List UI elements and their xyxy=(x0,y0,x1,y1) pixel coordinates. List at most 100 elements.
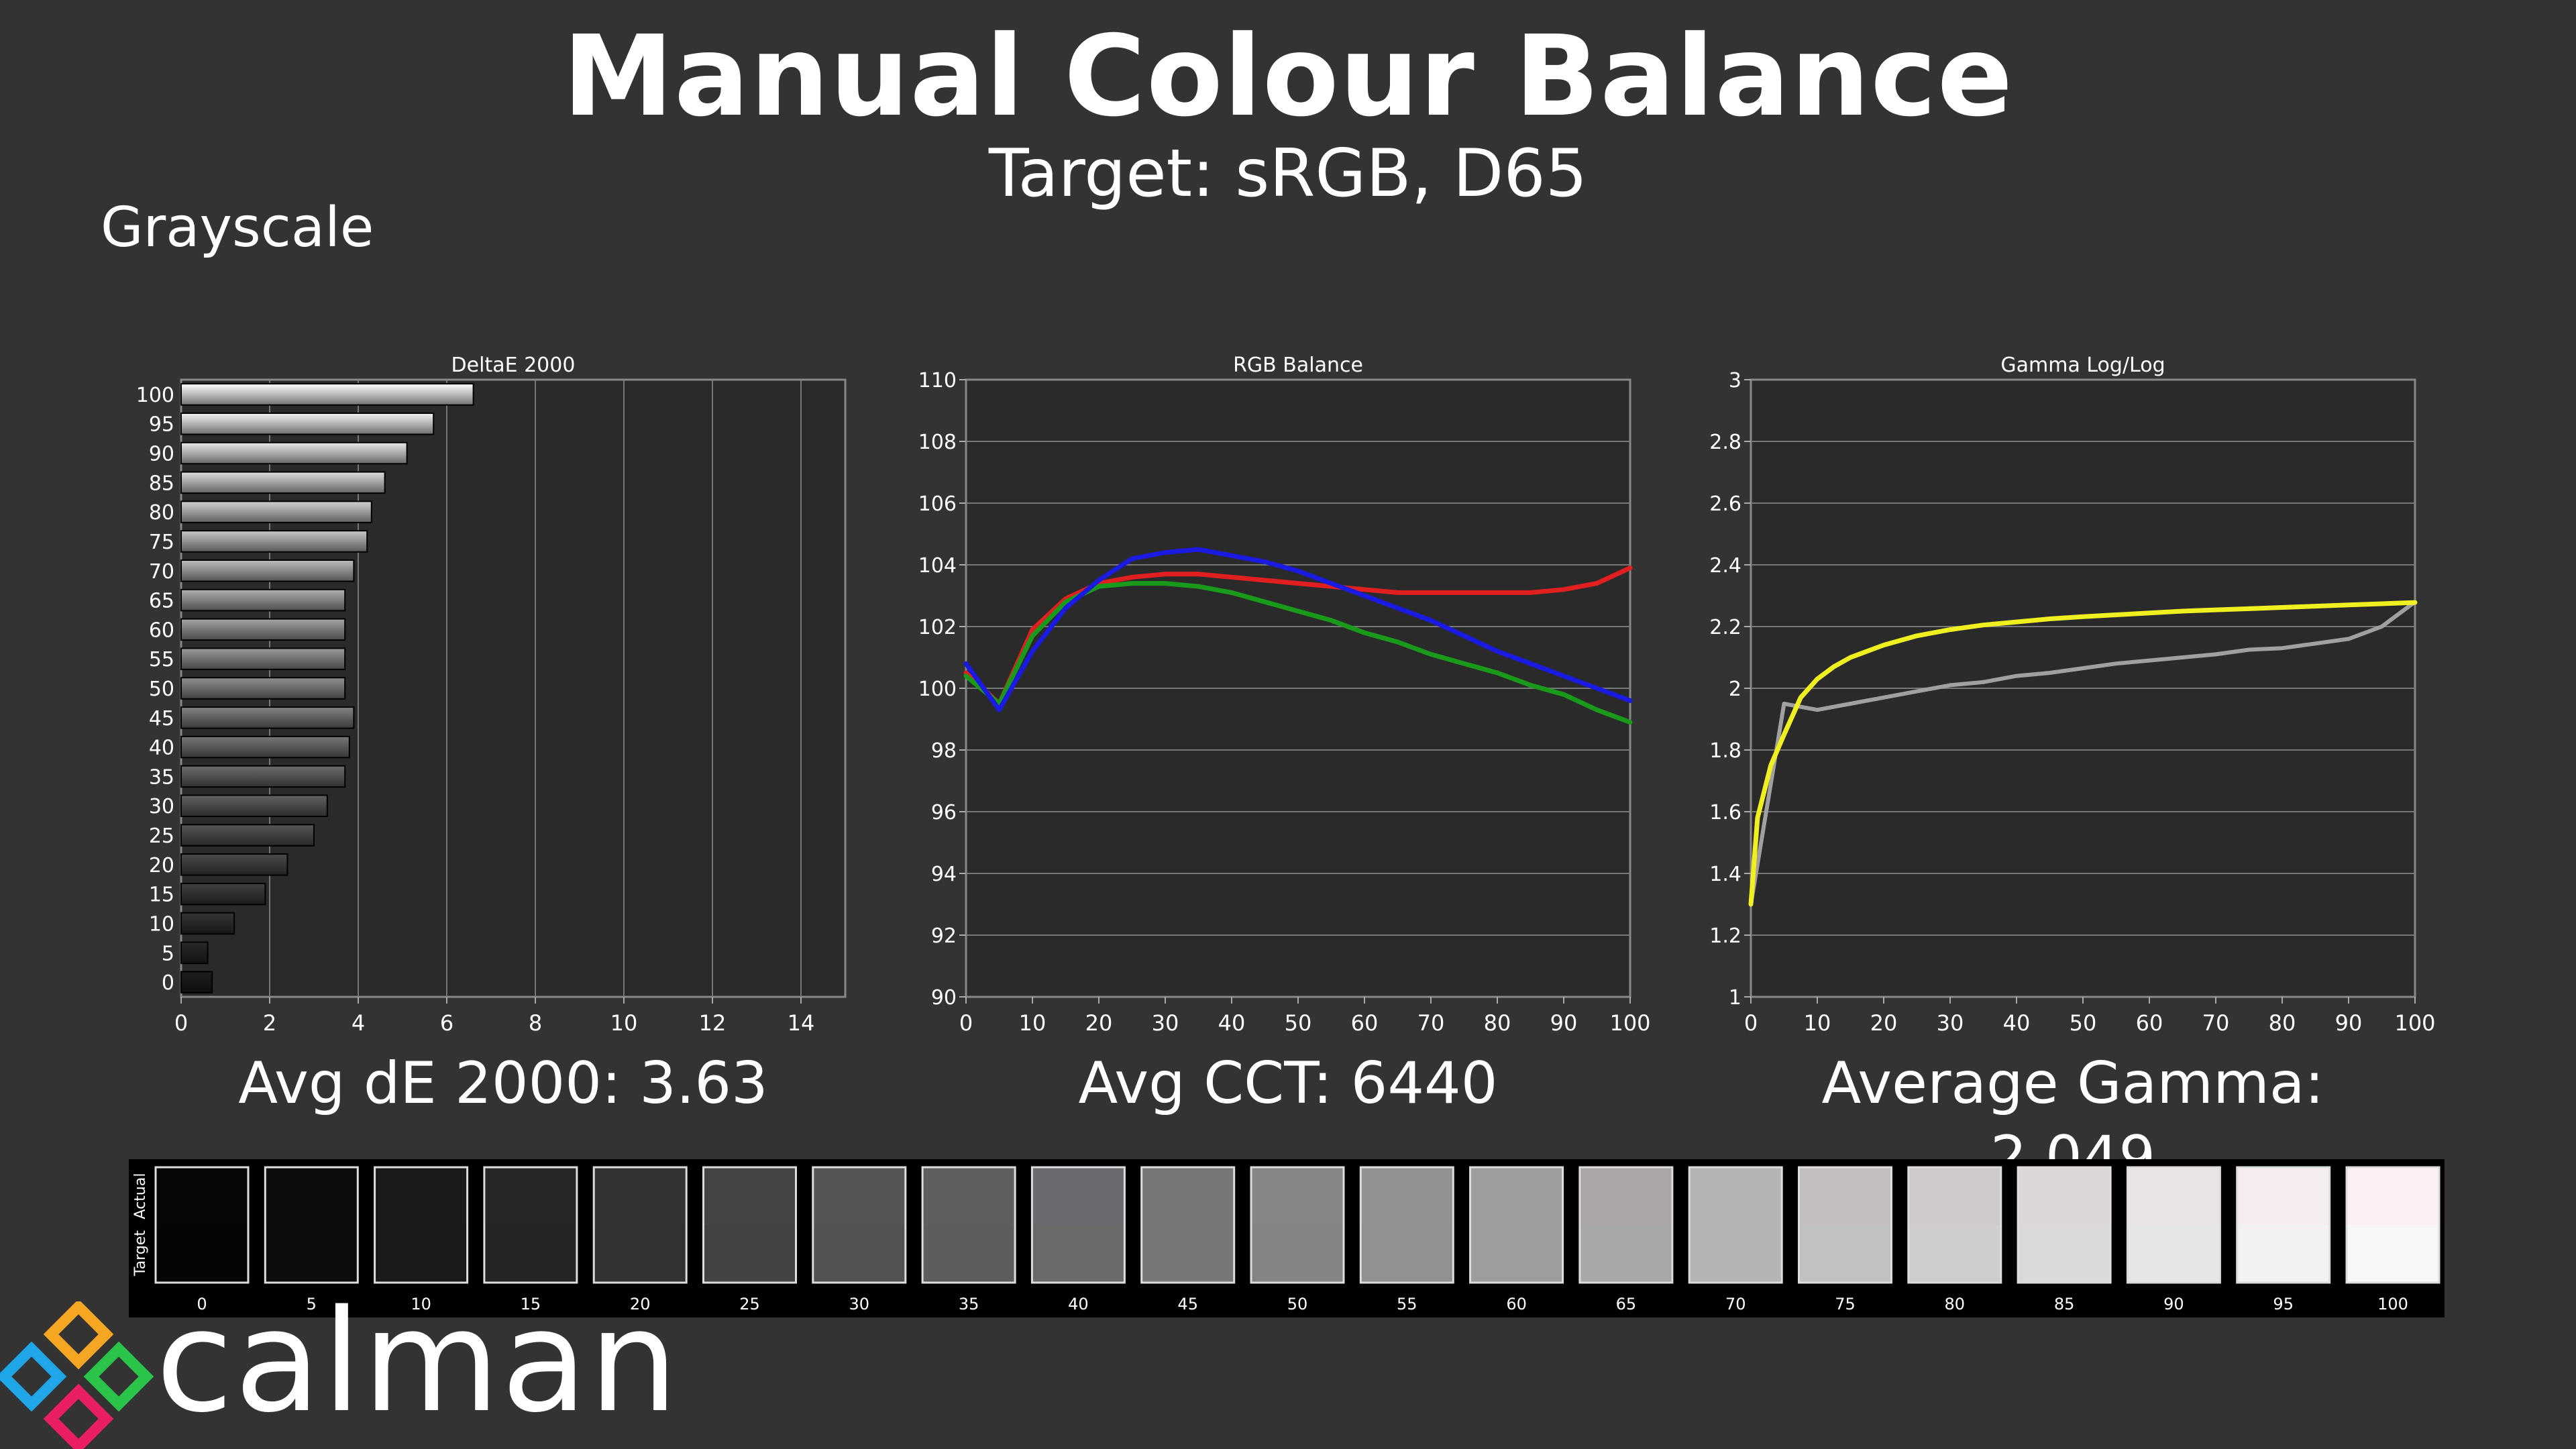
gamma-y-tick-label: 1.4 xyxy=(1709,863,1741,886)
swatch-label: 25 xyxy=(739,1295,760,1313)
swatch-target xyxy=(1142,1225,1234,1283)
swatch-actual xyxy=(1689,1167,1782,1225)
delta-e-chart: DeltaE 2000 0 2 4 6 8 10 12 14 100 95 90 85 80 75 70 65 6… xyxy=(94,342,859,1046)
delta-e-y-tick-label: 50 xyxy=(149,678,174,701)
swatch-actual xyxy=(594,1167,686,1225)
swatch-target xyxy=(1799,1225,1892,1283)
gamma-y-tick-label: 1.6 xyxy=(1709,801,1741,824)
rgb-balance-x-tick-label: 20 xyxy=(1085,1010,1113,1036)
avg-de-label: Avg dE 2000: 3.63 xyxy=(168,1046,839,1120)
delta-e-y-tick-label: 70 xyxy=(149,560,174,584)
rgb-balance-y-tick-label: 94 xyxy=(931,863,957,886)
swatch-actual xyxy=(1580,1167,1672,1225)
swatch-target xyxy=(813,1225,906,1283)
rgb-balance-x-tick-label: 90 xyxy=(1550,1010,1578,1036)
delta-e-bar xyxy=(181,443,407,464)
delta-e-bar xyxy=(181,560,354,582)
delta-e-bar xyxy=(181,707,354,729)
swatch-label: 85 xyxy=(2054,1295,2075,1313)
delta-e-bar xyxy=(181,913,234,934)
rgb-balance-y-tick-label: 104 xyxy=(918,554,957,578)
swatch-actual-label: Actual xyxy=(132,1173,149,1220)
delta-e-y-tick-label: 40 xyxy=(149,737,174,760)
delta-e-bar xyxy=(181,501,372,523)
gamma-y-tick-label: 2.6 xyxy=(1709,492,1741,516)
gamma-x-tick-label: 0 xyxy=(1744,1010,1758,1036)
swatch-actual xyxy=(1470,1167,1563,1225)
swatch-target xyxy=(1470,1225,1563,1283)
delta-e-x-tick-label: 0 xyxy=(174,1010,188,1036)
logo-diamond-right-icon xyxy=(91,1349,146,1404)
delta-e-y-tick-label: 35 xyxy=(149,765,174,789)
rgb-balance-y-tick-label: 102 xyxy=(918,616,957,639)
swatch-label: 100 xyxy=(2377,1295,2408,1313)
delta-e-y-tick-label: 65 xyxy=(149,590,174,613)
swatch-label: 70 xyxy=(1725,1295,1746,1313)
rgb-balance-y-tick-label: 96 xyxy=(931,801,957,824)
delta-e-bar xyxy=(181,854,287,875)
swatch-target xyxy=(1032,1225,1124,1283)
delta-e-y-tick-label: 30 xyxy=(149,795,174,818)
rgb-balance-x-tick-label: 0 xyxy=(959,1010,973,1036)
swatch-label: 65 xyxy=(1616,1295,1637,1313)
gamma-x-tick-label: 100 xyxy=(2394,1010,2435,1036)
delta-e-y-tick-label: 85 xyxy=(149,472,174,495)
gamma-x-tick-label: 20 xyxy=(1870,1010,1898,1036)
gamma-x-tick-label: 90 xyxy=(2335,1010,2363,1036)
swatch-actual xyxy=(1799,1167,1892,1225)
delta-e-y-tick-label: 10 xyxy=(149,912,174,936)
delta-e-bar xyxy=(181,648,345,669)
delta-e-y-tick-label: 80 xyxy=(149,501,174,525)
rgb-balance-y-tick-label: 90 xyxy=(931,986,957,1010)
gamma-x-tick-label: 10 xyxy=(1804,1010,1831,1036)
calman-logo-text: calman xyxy=(156,1275,680,1449)
gamma-x-tick-label: 60 xyxy=(2136,1010,2163,1036)
delta-e-x-tick-label: 14 xyxy=(788,1010,815,1036)
swatch-actual xyxy=(704,1167,796,1225)
swatch-label: 55 xyxy=(1397,1295,1417,1313)
delta-e-bar xyxy=(181,971,212,993)
swatch-actual xyxy=(2347,1167,2439,1225)
delta-e-x-tick-label: 8 xyxy=(529,1010,542,1036)
rgb-balance-y-tick-label: 98 xyxy=(931,739,957,763)
delta-e-bar xyxy=(181,678,345,699)
logo-diamond-top-icon xyxy=(51,1307,106,1362)
rgb-balance-y-tick-label: 110 xyxy=(918,369,957,392)
swatch-target xyxy=(1251,1225,1344,1283)
swatch-label: 75 xyxy=(1835,1295,1856,1313)
swatch-target xyxy=(2018,1225,2110,1283)
delta-e-bar xyxy=(181,413,433,435)
delta-e-x-tick-label: 4 xyxy=(352,1010,365,1036)
swatch-actual xyxy=(813,1167,906,1225)
swatch-actual xyxy=(1360,1167,1453,1225)
swatch-label: 40 xyxy=(1068,1295,1089,1313)
swatch-label: 90 xyxy=(2163,1295,2184,1313)
delta-e-x-tick-label: 6 xyxy=(440,1010,453,1036)
delta-e-y-tick-label: 55 xyxy=(149,648,174,672)
swatch-actual xyxy=(1032,1167,1124,1225)
swatch-target xyxy=(1360,1225,1453,1283)
section-title: Grayscale xyxy=(101,195,374,262)
swatch-label: 80 xyxy=(1945,1295,1966,1313)
gamma-x-tick-label: 80 xyxy=(2269,1010,2296,1036)
delta-e-y-tick-label: 75 xyxy=(149,531,174,554)
delta-e-y-tick-label: 15 xyxy=(149,883,174,907)
delta-e-title: DeltaE 2000 xyxy=(451,354,576,377)
gamma-y-tick-label: 2.8 xyxy=(1709,431,1741,454)
rgb-balance-chart: RGB Balance 90 92 94 96 98 100 102 104 106 108 110 0… xyxy=(892,342,1664,1046)
swatch-target xyxy=(2237,1225,2330,1283)
swatch-target xyxy=(1580,1225,1672,1283)
delta-e-y-tick-label: 90 xyxy=(149,443,174,466)
swatch-label: 35 xyxy=(959,1295,979,1313)
swatch-target xyxy=(1689,1225,1782,1283)
delta-e-x-tick-label: 10 xyxy=(610,1010,638,1036)
delta-e-x-tick-label: 2 xyxy=(263,1010,276,1036)
gamma-y-tick-label: 1.2 xyxy=(1709,924,1741,948)
swatch-actual xyxy=(375,1167,468,1225)
swatch-label: 30 xyxy=(849,1295,870,1313)
rgb-balance-x-tick-label: 40 xyxy=(1218,1010,1246,1036)
delta-e-bar xyxy=(181,619,345,641)
delta-e-y-tick-label: 5 xyxy=(162,942,174,965)
rgb-balance-x-tick-label: 30 xyxy=(1152,1010,1179,1036)
